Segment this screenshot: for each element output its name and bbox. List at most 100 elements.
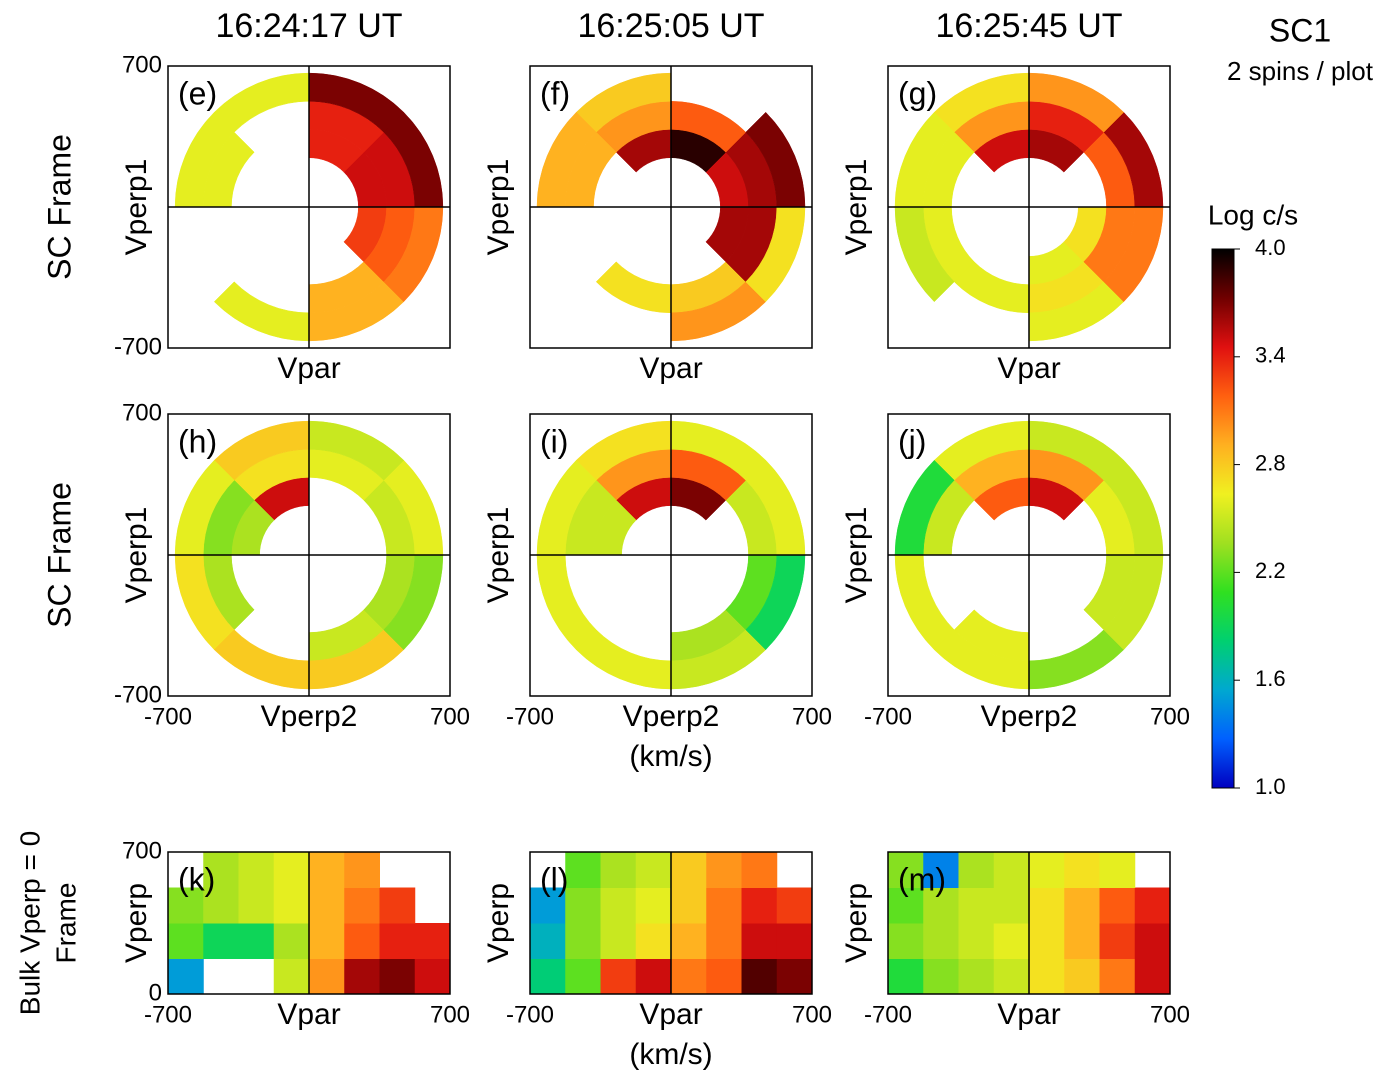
cell	[1064, 958, 1100, 994]
cell	[635, 958, 672, 994]
cell	[776, 923, 812, 959]
y-axis-label: Vperp1	[120, 159, 153, 256]
panel-tag: (h)	[178, 423, 217, 459]
cell	[565, 852, 601, 888]
colorbar-tick-label: 1.0	[1255, 774, 1286, 799]
x-tick-label: 700	[1150, 1001, 1190, 1028]
cell	[309, 923, 345, 959]
cell	[958, 887, 995, 924]
y-tick-label: -700	[114, 333, 162, 360]
sector	[1028, 629, 1125, 690]
panel-tag: (k)	[178, 861, 215, 897]
cell	[671, 923, 707, 959]
y-axis-label: Vperp	[840, 883, 873, 963]
sector	[213, 281, 310, 342]
cell	[706, 852, 742, 888]
y-axis-label: Vperp	[120, 883, 153, 963]
sector	[213, 72, 310, 133]
row-label: SC Frame	[41, 482, 77, 628]
plot-frame	[529, 413, 813, 697]
x-tick-label: 700	[430, 1001, 470, 1028]
plot-frame	[529, 851, 813, 995]
x-axis-label: Vpar	[639, 998, 702, 1031]
y-tick-label: 700	[122, 399, 162, 426]
panel-tag: (l)	[540, 861, 568, 897]
column-title: 16:25:05 UT	[577, 7, 764, 45]
colorbar-tick-label: 2.2	[1255, 558, 1286, 583]
x-tick-label: 700	[792, 703, 832, 730]
cell	[958, 923, 995, 959]
panel-tag: (f)	[540, 75, 570, 111]
cell	[923, 958, 959, 994]
sector	[745, 111, 806, 208]
x-axis-label: Vperp2	[981, 700, 1078, 733]
cell	[1064, 852, 1100, 888]
cell	[600, 958, 637, 994]
sector	[595, 261, 672, 314]
cell	[273, 852, 310, 888]
x-axis-label: Vpar	[997, 998, 1060, 1031]
cell	[530, 958, 566, 994]
panel-marks	[168, 852, 450, 994]
cell	[379, 887, 416, 924]
sector	[213, 629, 310, 690]
panel-marks	[894, 420, 1164, 690]
plot-frame	[529, 65, 813, 349]
cell	[888, 923, 924, 959]
x-axis-label: Vpar	[277, 998, 340, 1031]
cell	[888, 958, 924, 994]
cell	[923, 852, 959, 888]
sector	[536, 554, 597, 651]
y-axis-label: Vperp	[482, 883, 515, 963]
cell	[203, 923, 239, 959]
row-label: Bulk Vperp = 0	[14, 831, 45, 1015]
row-label: Frame	[50, 883, 81, 964]
cell	[1099, 958, 1136, 994]
plot-frame	[167, 413, 451, 697]
cell	[530, 887, 566, 924]
x-axis-unit: (km/s)	[629, 1038, 712, 1071]
cell	[1029, 887, 1065, 924]
cell	[1064, 923, 1100, 959]
panel-tag: (e)	[178, 75, 217, 111]
plot-frame	[887, 65, 1171, 349]
x-tick-label: -700	[864, 1001, 912, 1028]
cell	[414, 923, 450, 959]
plot-frame	[167, 65, 451, 349]
cell	[238, 887, 275, 924]
cell	[1099, 923, 1136, 959]
plot-frame	[887, 851, 1171, 995]
x-tick-label: -700	[144, 703, 192, 730]
cell	[238, 852, 275, 888]
sector	[575, 629, 672, 690]
x-axis-label: Vpar	[277, 352, 340, 385]
x-axis-label: Vpar	[639, 352, 702, 385]
cell	[379, 958, 416, 994]
colorbar-tick-label: 3.4	[1255, 343, 1286, 368]
cell	[776, 887, 812, 924]
panel-tag: (i)	[540, 423, 568, 459]
cell	[958, 852, 995, 888]
panel-marks	[174, 420, 444, 690]
y-axis-label: Vperp1	[840, 159, 873, 256]
y-tick-label: 700	[122, 837, 162, 864]
cell	[530, 923, 566, 959]
cell	[993, 887, 1030, 924]
cell	[203, 852, 239, 888]
cell	[993, 923, 1030, 959]
cell	[958, 958, 995, 994]
plot-frame	[167, 851, 451, 995]
panel-marks	[888, 852, 1170, 994]
cell	[309, 958, 345, 994]
cell	[635, 887, 672, 924]
cell	[888, 852, 924, 888]
x-tick-label: -700	[144, 1001, 192, 1028]
y-tick-label: -700	[114, 681, 162, 708]
column-title: 16:24:17 UT	[215, 7, 402, 45]
panel-marks	[530, 852, 812, 994]
panel-tag: (g)	[898, 75, 937, 111]
cell	[706, 958, 742, 994]
cell	[238, 923, 275, 959]
y-axis-label: Vperp1	[482, 507, 515, 604]
cell	[1134, 923, 1170, 959]
